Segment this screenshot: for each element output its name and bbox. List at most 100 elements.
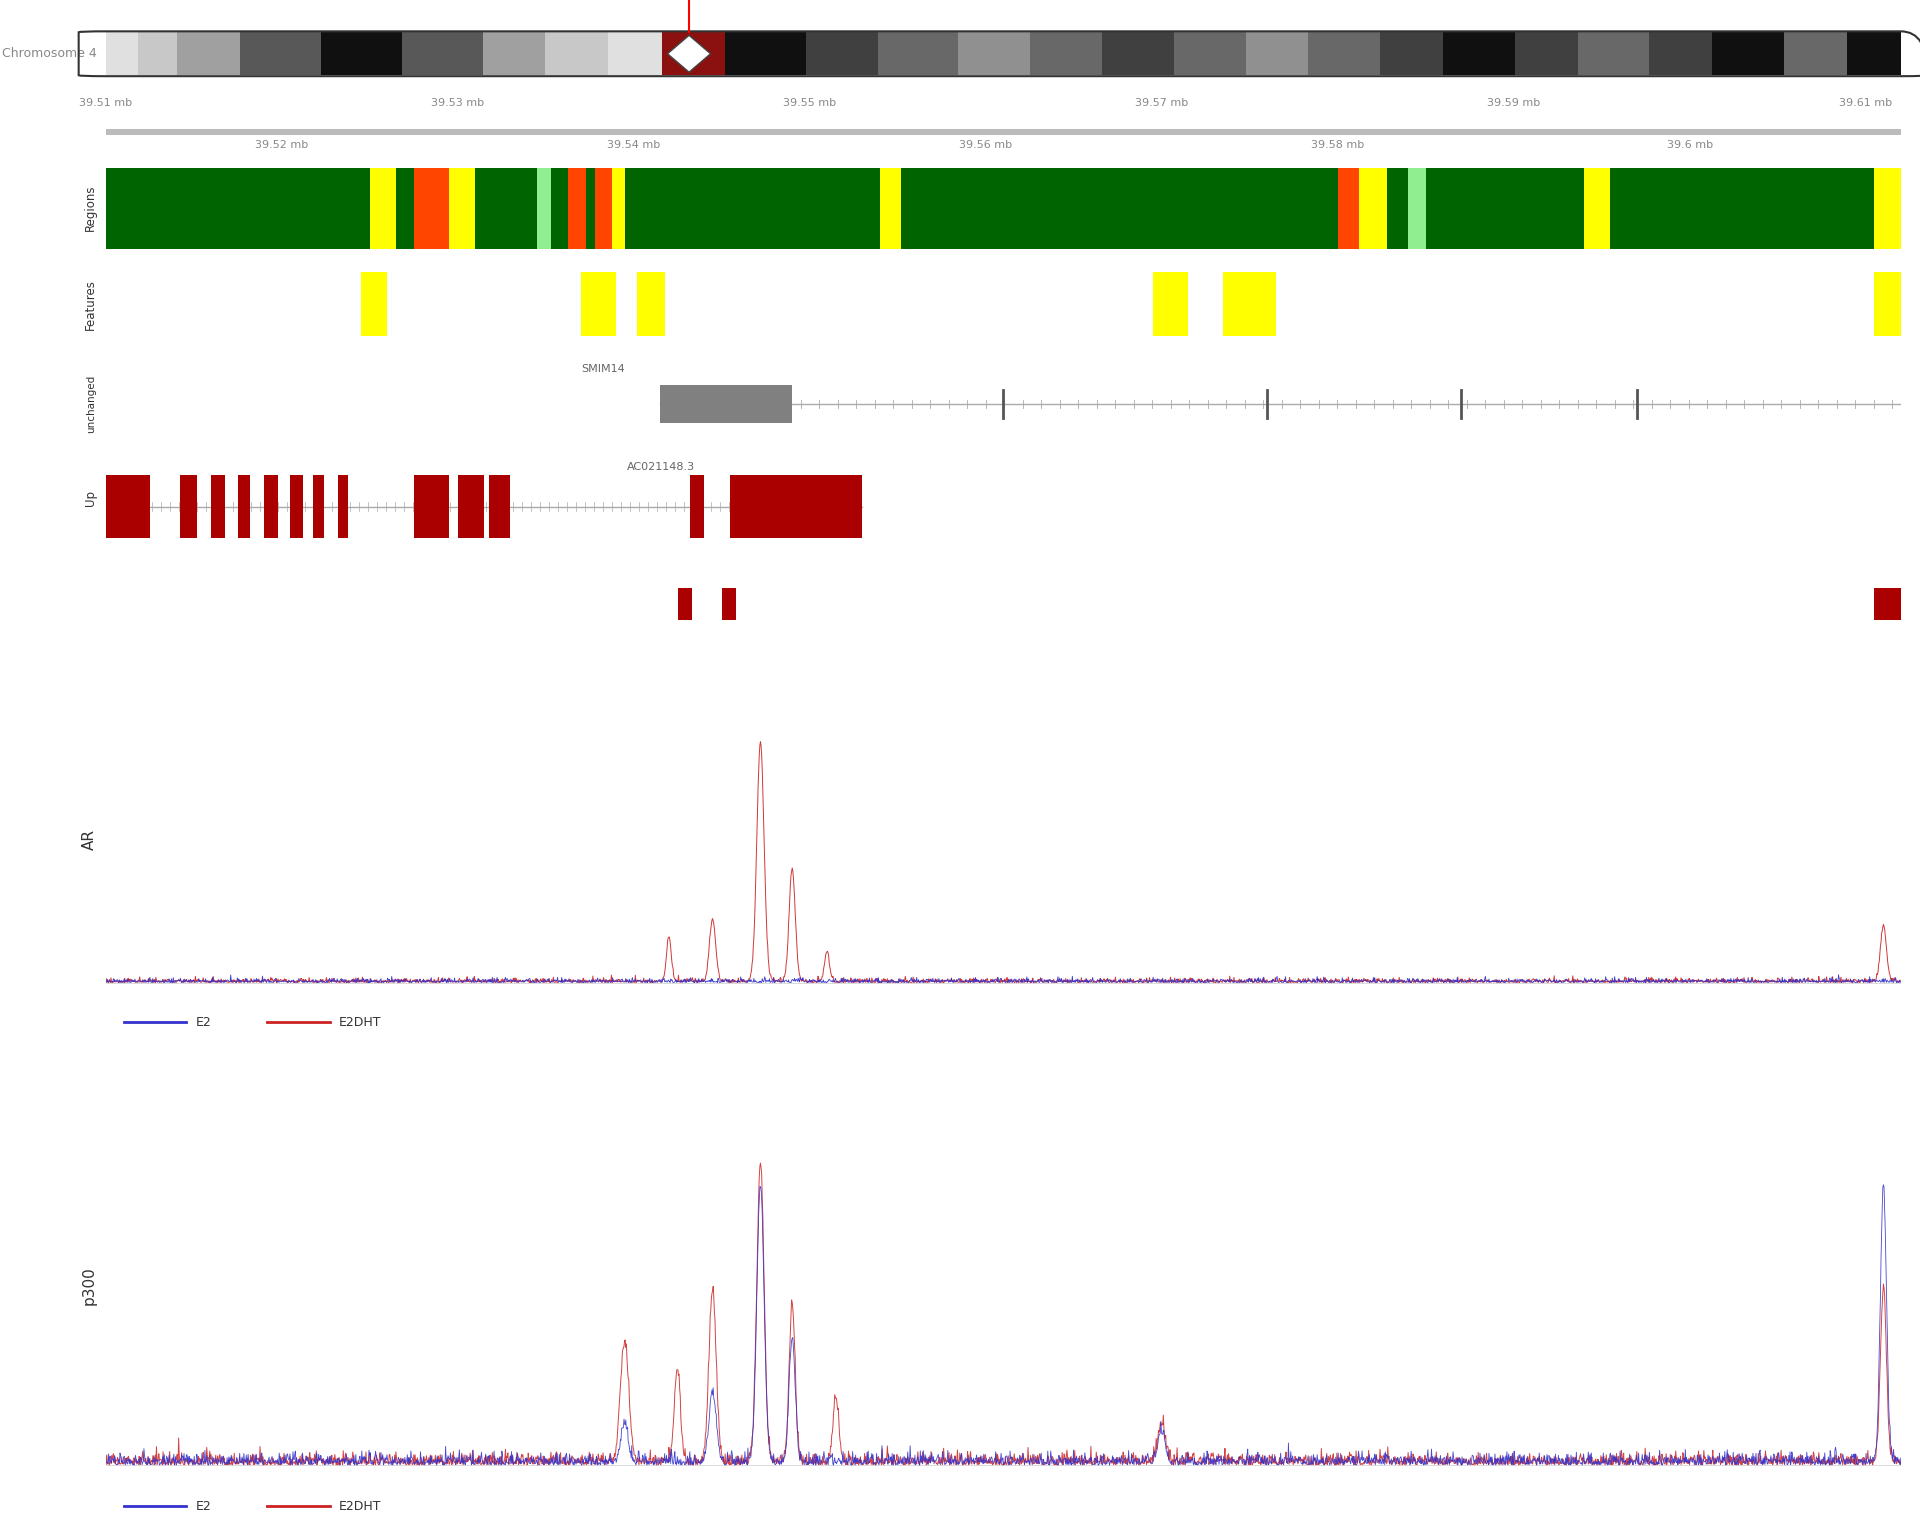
Bar — [1308, 32, 1380, 75]
Bar — [1246, 32, 1308, 75]
Bar — [106, 32, 138, 75]
Bar — [330, 167, 338, 249]
Text: 39.59 mb: 39.59 mb — [1486, 98, 1540, 108]
Bar — [612, 167, 624, 249]
Bar — [296, 167, 303, 249]
Bar — [246, 167, 265, 249]
Bar — [1386, 167, 1407, 249]
Text: 39.56 mb: 39.56 mb — [958, 140, 1012, 151]
Bar — [138, 32, 177, 75]
Text: AR: AR — [83, 829, 96, 851]
Bar — [338, 475, 349, 539]
Text: 39.61 mb: 39.61 mb — [1839, 98, 1893, 108]
Bar — [1102, 32, 1173, 75]
Bar — [1847, 32, 1901, 75]
Bar — [1874, 167, 1901, 249]
Bar — [689, 475, 705, 539]
Text: E2DHT: E2DHT — [340, 1499, 382, 1513]
Bar — [288, 167, 296, 249]
Bar — [538, 167, 551, 249]
Text: 39.51 mb: 39.51 mb — [79, 98, 132, 108]
Bar — [177, 167, 194, 249]
Bar — [877, 32, 958, 75]
Bar — [582, 272, 616, 336]
Text: 39.53 mb: 39.53 mb — [430, 98, 484, 108]
Text: 39.58 mb: 39.58 mb — [1311, 140, 1365, 151]
Bar — [1874, 272, 1901, 336]
Bar — [290, 475, 303, 539]
Bar — [180, 475, 198, 539]
Bar — [324, 167, 330, 249]
Text: AC021148.3: AC021148.3 — [628, 462, 695, 472]
Bar — [228, 167, 246, 249]
Bar — [317, 167, 324, 249]
Bar — [1874, 588, 1901, 621]
Bar — [678, 588, 691, 621]
Text: E2DHT: E2DHT — [340, 1015, 382, 1029]
Bar — [722, 588, 735, 621]
Bar — [551, 167, 568, 249]
Text: 39.54 mb: 39.54 mb — [607, 140, 660, 151]
Bar — [1173, 32, 1246, 75]
Text: 39.55 mb: 39.55 mb — [783, 98, 837, 108]
Text: unchanged: unchanged — [86, 375, 96, 433]
Text: Chromosome 4: Chromosome 4 — [2, 48, 96, 60]
Bar — [396, 167, 413, 249]
Bar — [361, 272, 388, 336]
Bar — [282, 167, 288, 249]
Bar — [106, 475, 150, 539]
Text: 39.6 mb: 39.6 mb — [1667, 140, 1713, 151]
Bar — [177, 32, 240, 75]
Text: p300: p300 — [83, 1266, 96, 1306]
Bar — [303, 167, 309, 249]
Bar — [662, 32, 726, 75]
Bar — [159, 167, 177, 249]
Bar — [958, 32, 1031, 75]
Bar — [660, 384, 791, 424]
Bar — [211, 475, 225, 539]
Bar — [1649, 32, 1713, 75]
Text: 39.57 mb: 39.57 mb — [1135, 98, 1188, 108]
Text: E2: E2 — [196, 1499, 211, 1513]
Bar — [730, 475, 862, 539]
Bar — [194, 167, 211, 249]
Bar — [586, 167, 595, 249]
Bar — [238, 475, 250, 539]
Bar — [1223, 272, 1277, 336]
Bar — [482, 32, 545, 75]
Bar — [1584, 167, 1611, 249]
Text: Regions: Regions — [84, 184, 96, 232]
Bar — [806, 32, 877, 75]
Bar — [1611, 167, 1874, 249]
Bar — [1152, 272, 1188, 336]
Bar — [1031, 32, 1102, 75]
Bar — [240, 32, 321, 75]
Bar — [1359, 167, 1386, 249]
Bar — [413, 475, 449, 539]
Bar — [413, 167, 449, 249]
Bar — [106, 129, 1901, 135]
Bar — [369, 167, 396, 249]
Bar — [401, 32, 482, 75]
Text: Features: Features — [84, 278, 96, 330]
Bar — [490, 475, 511, 539]
Bar — [637, 272, 664, 336]
Bar — [265, 167, 282, 249]
Bar — [321, 32, 401, 75]
Bar — [1515, 32, 1578, 75]
Text: Up: Up — [84, 490, 96, 505]
Bar — [1338, 167, 1359, 249]
Bar — [1407, 167, 1425, 249]
Bar — [1425, 167, 1584, 249]
Bar — [476, 167, 538, 249]
Bar — [309, 167, 317, 249]
Bar — [1713, 32, 1784, 75]
Bar — [900, 167, 1338, 249]
Text: SMIM14: SMIM14 — [582, 364, 624, 375]
Bar — [568, 167, 586, 249]
Bar — [449, 167, 476, 249]
Bar — [1578, 32, 1649, 75]
Bar — [211, 167, 228, 249]
Polygon shape — [668, 35, 710, 72]
Bar — [624, 167, 639, 249]
